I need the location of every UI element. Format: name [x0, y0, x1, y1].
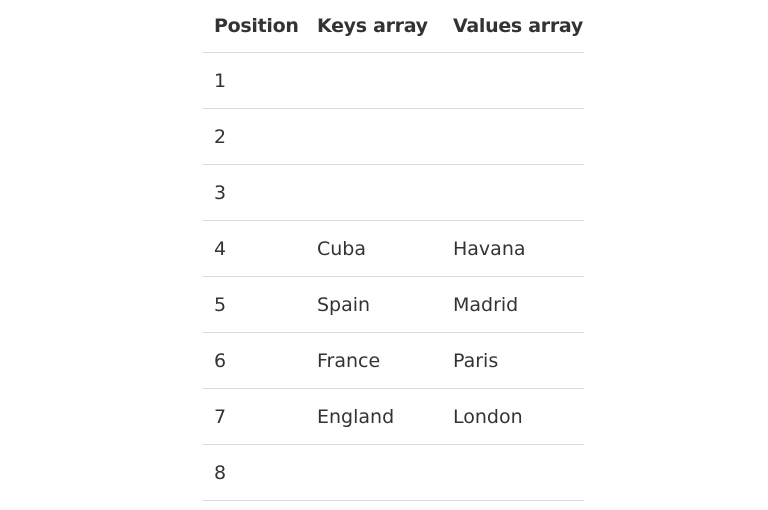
cell-key [305, 52, 441, 109]
cell-key: Cuba [305, 220, 441, 277]
cell-value [441, 164, 584, 221]
cell-value: Paris [441, 332, 584, 389]
cell-key [305, 164, 441, 221]
cell-position: 5 [202, 276, 305, 333]
cell-position: 1 [202, 52, 305, 109]
cell-value: Madrid [441, 276, 584, 333]
cell-key [305, 108, 441, 165]
cell-key: France [305, 332, 441, 389]
table-row: 7 England London [202, 388, 584, 445]
table-row: 8 [202, 444, 584, 501]
cell-position: 6 [202, 332, 305, 389]
cell-position: 2 [202, 108, 305, 165]
cell-position: 7 [202, 388, 305, 445]
cell-key: Spain [305, 276, 441, 333]
table-row: 4 Cuba Havana [202, 220, 584, 277]
hash-table: Position Keys array Values array 1 2 3 [202, 0, 584, 501]
table-header-row: Position Keys array Values array [202, 0, 584, 53]
cell-value: Havana [441, 220, 584, 277]
header-position: Position [202, 0, 305, 53]
header-values-array: Values array [441, 0, 584, 53]
table-row: 6 France Paris [202, 332, 584, 389]
table-row: 3 [202, 164, 584, 221]
cell-value: London [441, 388, 584, 445]
header-keys-array: Keys array [305, 0, 441, 53]
cell-value [441, 52, 584, 109]
cell-key: England [305, 388, 441, 445]
table-row: 1 [202, 52, 584, 109]
cell-value [441, 108, 584, 165]
hash-table-container: Position Keys array Values array 1 2 3 [202, 0, 584, 501]
cell-position: 8 [202, 444, 305, 501]
cell-position: 3 [202, 164, 305, 221]
table-row: 5 Spain Madrid [202, 276, 584, 333]
cell-value [441, 444, 584, 501]
cell-key [305, 444, 441, 501]
table-row: 2 [202, 108, 584, 165]
cell-position: 4 [202, 220, 305, 277]
